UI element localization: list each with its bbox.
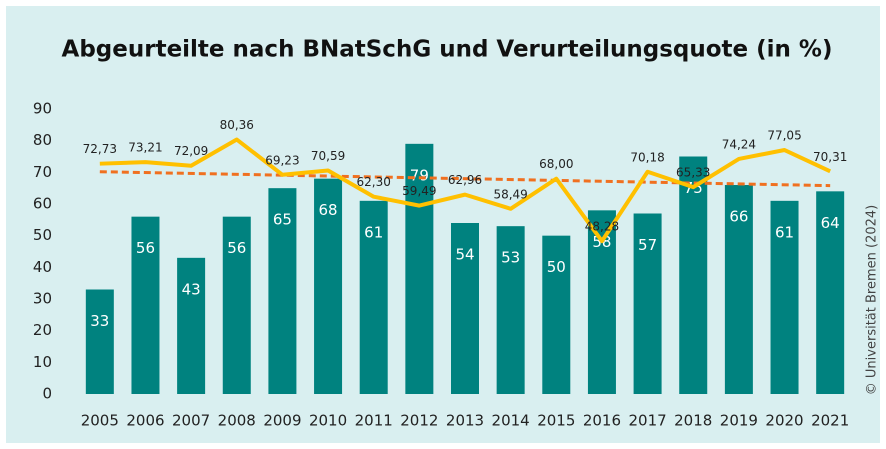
y-tick-label: 60 — [33, 195, 52, 213]
line — [99, 137, 832, 244]
x-tick-label: 2011 — [355, 412, 393, 430]
bar — [222, 216, 251, 394]
x-tick-label: 2020 — [765, 412, 803, 430]
bar-label: 50 — [547, 258, 566, 276]
bar — [770, 200, 799, 394]
bar-label: 53 — [501, 249, 520, 267]
x-tick-label: 2012 — [400, 412, 438, 430]
bar — [816, 191, 845, 394]
bar-label: 64 — [821, 214, 840, 232]
bar-label: 61 — [364, 223, 383, 241]
line-label: 65,33 — [676, 166, 710, 180]
x-tick-label: 2010 — [309, 412, 347, 430]
x-tick-label: 2021 — [811, 412, 849, 430]
bar — [451, 223, 479, 394]
line-label: 68,00 — [539, 157, 573, 171]
bar — [496, 226, 525, 394]
bar-label: 54 — [455, 246, 474, 264]
y-tick-label: 50 — [33, 226, 52, 244]
x-tick-label: 2014 — [492, 412, 530, 430]
line-label: 70,59 — [311, 149, 345, 163]
y-tick-label: 30 — [33, 290, 52, 308]
line-label: 74,24 — [722, 137, 756, 151]
bar — [679, 156, 708, 394]
bar — [131, 216, 160, 394]
bar — [268, 188, 297, 394]
bar — [177, 257, 206, 394]
bar-label: 66 — [729, 208, 748, 226]
bar — [633, 213, 662, 394]
bar-label: 68 — [319, 201, 338, 219]
y-tick-label: 40 — [33, 258, 52, 276]
y-tick-label: 70 — [33, 163, 52, 181]
x-tick-label: 2006 — [126, 412, 164, 430]
credit: © Universität Bremen (2024) — [865, 205, 880, 395]
bar-label: 65 — [273, 211, 292, 229]
x-tick-label: 2005 — [81, 412, 119, 430]
bar — [405, 143, 434, 394]
bar — [724, 185, 753, 394]
bar-label: 79 — [410, 166, 429, 184]
line-label: 72,09 — [174, 144, 208, 158]
line-label: 70,31 — [813, 150, 847, 164]
x-tick-label: 2016 — [583, 412, 621, 430]
line-label: 59,49 — [402, 184, 436, 198]
bar — [314, 178, 343, 394]
line-label: 69,23 — [265, 153, 299, 167]
bar-label: 56 — [136, 239, 155, 257]
line-label: 72,73 — [83, 142, 117, 156]
bar — [85, 289, 114, 394]
line-label: 70,18 — [630, 150, 664, 164]
bar-label: 43 — [182, 280, 201, 298]
bar-label: 61 — [775, 223, 794, 241]
chart-title: Abgeurteilte nach BNatSchG und Verurteil… — [62, 37, 833, 63]
line-label: 62,96 — [448, 173, 482, 187]
y-tick-label: 80 — [33, 131, 52, 149]
y-tick-label: 10 — [33, 353, 52, 371]
bar-label: 33 — [90, 312, 109, 330]
x-tick-label: 2009 — [263, 412, 301, 430]
line-label: 62,30 — [357, 175, 391, 189]
x-tick-label: 2013 — [446, 412, 484, 430]
y-tick-label: 20 — [33, 321, 52, 339]
trendline — [99, 170, 831, 188]
x-tick-label: 2019 — [720, 412, 758, 430]
x-tick-label: 2007 — [172, 412, 210, 430]
y-tick-label: 90 — [33, 100, 52, 118]
x-tick-label: 2018 — [674, 412, 712, 430]
line-label: 77,05 — [767, 129, 801, 143]
x-tick-label: 2015 — [537, 412, 575, 430]
line-label: 58,49 — [493, 187, 527, 201]
line-label: 73,21 — [128, 141, 162, 155]
bar-label: 56 — [227, 239, 246, 257]
bar-label: 57 — [638, 236, 657, 254]
x-tick-label: 2017 — [628, 412, 666, 430]
bar — [542, 235, 571, 394]
x-tick-label: 2008 — [218, 412, 256, 430]
line-label: 80,36 — [220, 118, 254, 132]
bar — [359, 200, 388, 394]
y-tick-label: 0 — [42, 385, 52, 403]
line-label: 48,28 — [585, 220, 619, 234]
